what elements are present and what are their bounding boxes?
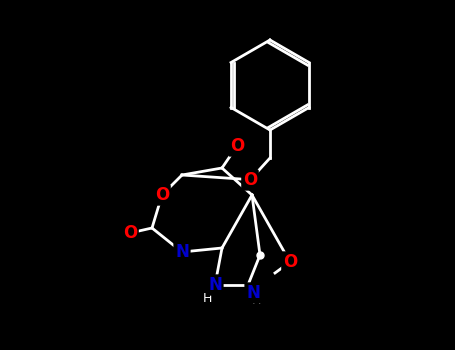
Text: N: N (175, 243, 189, 261)
Text: O: O (155, 186, 169, 204)
Text: O: O (283, 253, 297, 271)
Text: N: N (208, 276, 222, 294)
Text: H: H (251, 294, 261, 308)
Text: O: O (230, 137, 244, 155)
Text: O: O (123, 224, 137, 242)
Text: N: N (246, 284, 260, 302)
Text: O: O (243, 171, 257, 189)
Text: H: H (202, 293, 212, 306)
